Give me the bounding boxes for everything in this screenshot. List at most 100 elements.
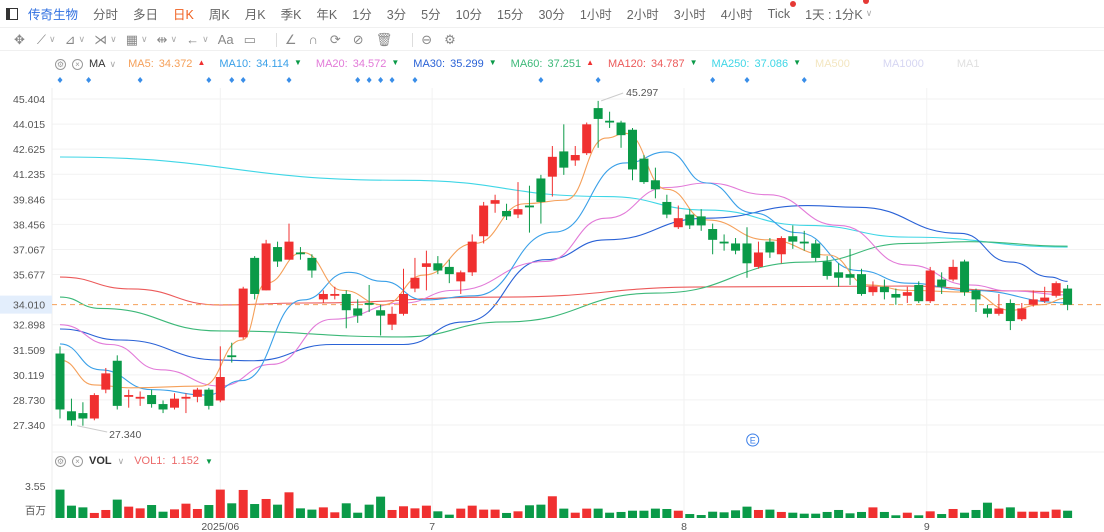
candle-body xyxy=(1063,288,1073,305)
range-icon[interactable]: ⇹ xyxy=(156,31,168,47)
vol1-label: VOL1: xyxy=(134,455,166,467)
current-price-label: 34.010 xyxy=(13,300,45,312)
trash-icon[interactable]: 🗑 xyxy=(375,31,393,47)
candle-body xyxy=(341,293,351,311)
volume-bar xyxy=(753,509,763,518)
volume-bar xyxy=(914,515,924,518)
ma-line-ma60 xyxy=(59,241,1068,338)
candle-body xyxy=(650,180,660,190)
panel-toggle-icon[interactable] xyxy=(6,7,18,20)
candle-body xyxy=(170,398,179,408)
volume-bar xyxy=(1051,509,1061,518)
volume-bar xyxy=(55,489,65,518)
event-marker-icon xyxy=(229,77,235,83)
period-dropdown-chevron-icon[interactable]: ∨ xyxy=(865,8,873,18)
tab-period[interactable]: 多日 xyxy=(133,8,159,22)
vol-settings-icon[interactable]: ⚙ xyxy=(55,455,66,467)
chevron-down-icon[interactable]: ∨ xyxy=(49,34,56,44)
candle-body xyxy=(788,236,798,242)
compare-icon[interactable]: ⊖ xyxy=(421,31,433,47)
sync-icon[interactable]: ⟳ xyxy=(329,31,341,47)
volume-bar xyxy=(570,512,580,518)
volume-bar xyxy=(834,509,844,518)
tab-period[interactable]: 15分 xyxy=(497,8,524,22)
ma-settings-icon[interactable]: ⚙ xyxy=(55,58,66,70)
candle-body xyxy=(536,178,546,202)
event-marker-icon xyxy=(389,77,395,83)
chevron-down-icon[interactable]: ∨ xyxy=(141,34,148,44)
measure-icon[interactable]: ▦ xyxy=(125,31,138,47)
text-icon[interactable]: Aa xyxy=(217,32,234,47)
candle-body xyxy=(158,404,168,410)
vol-indicator-name[interactable]: VOL xyxy=(89,455,112,467)
ma-line-ma120 xyxy=(59,276,1068,306)
ruler-icon[interactable]: ⊿ xyxy=(64,31,76,47)
tab-period[interactable]: 1分 xyxy=(352,8,372,22)
chevron-down-icon[interactable]: ∨ xyxy=(170,34,178,44)
vol-close-icon[interactable]: × xyxy=(72,455,83,467)
vol-dropdown-chevron-icon[interactable]: ∨ xyxy=(117,455,125,466)
toolbar-divider xyxy=(275,32,277,47)
volume-bar xyxy=(353,512,363,518)
candle-body xyxy=(433,263,443,271)
event-marker-icon xyxy=(86,77,92,83)
tab-period[interactable]: 10分 xyxy=(455,8,483,22)
tab-period[interactable]: 2小时 xyxy=(626,8,659,22)
candle-body xyxy=(227,355,237,358)
settings-icon[interactable]: ⚙ xyxy=(444,31,456,47)
trend-up-icon: ▲ xyxy=(197,58,206,67)
hide-icon[interactable]: ⊘ xyxy=(352,31,364,47)
candle-body xyxy=(982,308,992,314)
event-marker-icon xyxy=(355,77,361,83)
tab-period[interactable]: 周K xyxy=(208,8,230,22)
volume-bar xyxy=(490,509,500,518)
candle-body xyxy=(868,286,878,293)
tab-period[interactable]: 3分 xyxy=(386,8,407,22)
note-icon[interactable]: ▭ xyxy=(243,31,256,47)
candle-body xyxy=(834,272,844,278)
ma-legend-item: MA30: 35.299 ▼ xyxy=(413,58,497,70)
tab-period[interactable]: 分时 xyxy=(93,8,119,22)
candle-body xyxy=(513,209,523,215)
tab-period[interactable]: 3小时 xyxy=(673,8,706,22)
move-icon[interactable]: ✥ xyxy=(14,31,25,47)
tab-period[interactable]: 30分 xyxy=(538,8,565,22)
line-tool-icon[interactable]: ⟋ xyxy=(36,31,47,47)
volume-bar xyxy=(238,489,248,518)
candle-body xyxy=(639,158,649,183)
zigzag-icon[interactable]: ⋊ xyxy=(94,31,108,47)
ma-close-icon[interactable]: × xyxy=(72,58,83,70)
volume-bar xyxy=(982,502,992,518)
tab-period[interactable]: 季K xyxy=(280,8,302,22)
tab-period[interactable]: 1小时 xyxy=(579,8,612,22)
x-tick-label: 2025/06 xyxy=(201,521,239,532)
candle-body xyxy=(261,243,271,291)
tab-period[interactable]: 日K xyxy=(173,8,194,22)
ma-indicator-name[interactable]: MA xyxy=(89,58,106,70)
magnet-icon[interactable]: ∩ xyxy=(308,32,318,47)
tab-period[interactable]: 月K xyxy=(244,8,266,22)
tab-period[interactable]: 年K xyxy=(316,8,338,22)
event-marker-icon xyxy=(206,77,212,83)
volume-bar xyxy=(731,510,741,518)
candle-body xyxy=(273,247,283,262)
volume-bar xyxy=(960,512,970,518)
ma-dropdown-chevron-icon[interactable]: ∨ xyxy=(109,58,117,69)
ma-legend-item: MA500 xyxy=(815,58,850,70)
tab-period[interactable]: 5分 xyxy=(421,8,441,22)
angle-icon[interactable]: ∠ xyxy=(284,31,297,47)
stock-name[interactable]: 传奇生物 xyxy=(28,8,79,22)
candle-body xyxy=(708,229,718,240)
volume-bar xyxy=(250,504,260,518)
volume-bar xyxy=(891,515,901,518)
event-marker-icon xyxy=(744,77,750,83)
arrow-icon[interactable]: ← xyxy=(186,32,200,47)
tab-period[interactable]: Tick xyxy=(768,0,797,21)
volume-bar xyxy=(925,511,935,518)
chevron-down-icon[interactable]: ∨ xyxy=(110,34,117,44)
tab-period[interactable]: 4小时 xyxy=(720,8,753,22)
chevron-down-icon[interactable]: ∨ xyxy=(78,34,86,44)
tab-period[interactable]: 1天 : 1分K xyxy=(805,0,869,23)
chevron-down-icon[interactable]: ∨ xyxy=(202,34,209,44)
